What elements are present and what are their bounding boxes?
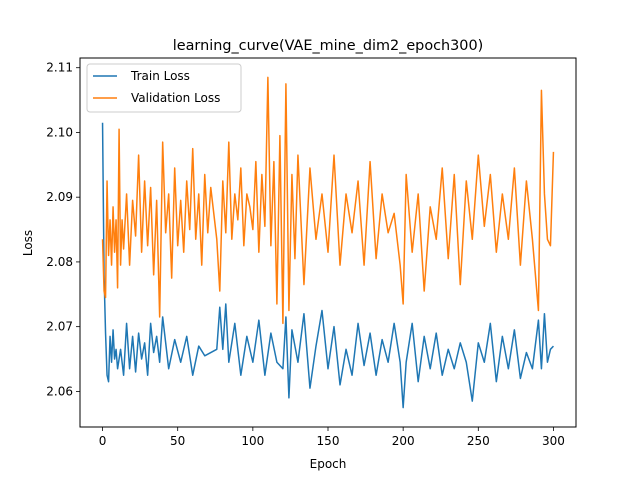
x-axis-label: Epoch — [310, 457, 347, 471]
x-tick-label: 100 — [241, 434, 264, 448]
legend-label-train-loss: Train Loss — [130, 69, 190, 83]
y-tick-label: 2.10 — [46, 125, 73, 139]
legend: Train Loss Validation Loss — [86, 63, 242, 113]
y-tick-label: 2.06 — [46, 384, 73, 398]
y-tick-label: 2.09 — [46, 190, 73, 204]
x-tick-label: 0 — [99, 434, 107, 448]
x-tick-label: 250 — [467, 434, 490, 448]
y-tick-label: 2.08 — [46, 255, 73, 269]
chart-title: learning_curve(VAE_mine_dim2_epoch300) — [173, 38, 484, 54]
y-tick-label: 2.07 — [46, 320, 73, 334]
series-layer — [101, 76, 555, 409]
y-tick-label: 2.11 — [46, 61, 73, 75]
y-axis-label: Loss — [21, 230, 35, 256]
x-tick-label: 50 — [170, 434, 185, 448]
legend-label-validation-loss: Validation Loss — [131, 91, 220, 105]
series-line-validation-loss — [101, 76, 555, 325]
x-axis-ticks: 0 50 100 150 200 250 300 — [99, 427, 565, 448]
legend-box — [86, 63, 242, 113]
x-tick-label: 200 — [392, 434, 415, 448]
series-line-train-loss — [101, 122, 555, 409]
x-tick-label: 300 — [542, 434, 565, 448]
y-axis-ticks: 2.06 2.07 2.08 2.09 2.10 2.11 — [46, 61, 80, 398]
plot-frame — [79, 57, 577, 428]
x-tick-label: 150 — [317, 434, 340, 448]
